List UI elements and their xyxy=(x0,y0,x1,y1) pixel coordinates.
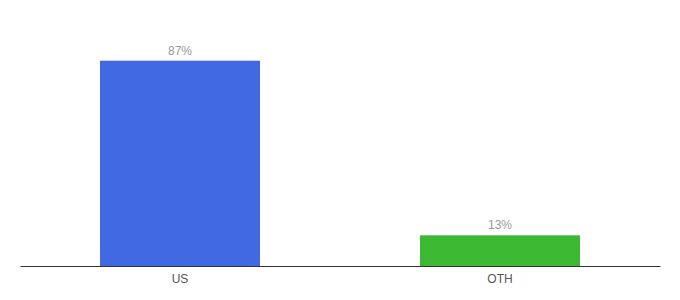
data-label: 13% xyxy=(488,218,512,232)
tick-label: OTH xyxy=(487,272,512,286)
bar xyxy=(420,235,580,266)
chart: US OTH 87% 13% xyxy=(0,0,680,300)
tick: OTH xyxy=(487,272,512,286)
bar xyxy=(100,61,260,266)
x-axis: US OTH xyxy=(21,267,661,286)
bars xyxy=(100,61,580,266)
data-label: 87% xyxy=(168,44,192,58)
tick-label: US xyxy=(172,272,189,286)
tick: US xyxy=(172,272,189,286)
data-labels: 87% 13% xyxy=(168,44,512,233)
axis-line xyxy=(21,266,661,267)
plot: US OTH 87% 13% xyxy=(21,44,661,286)
